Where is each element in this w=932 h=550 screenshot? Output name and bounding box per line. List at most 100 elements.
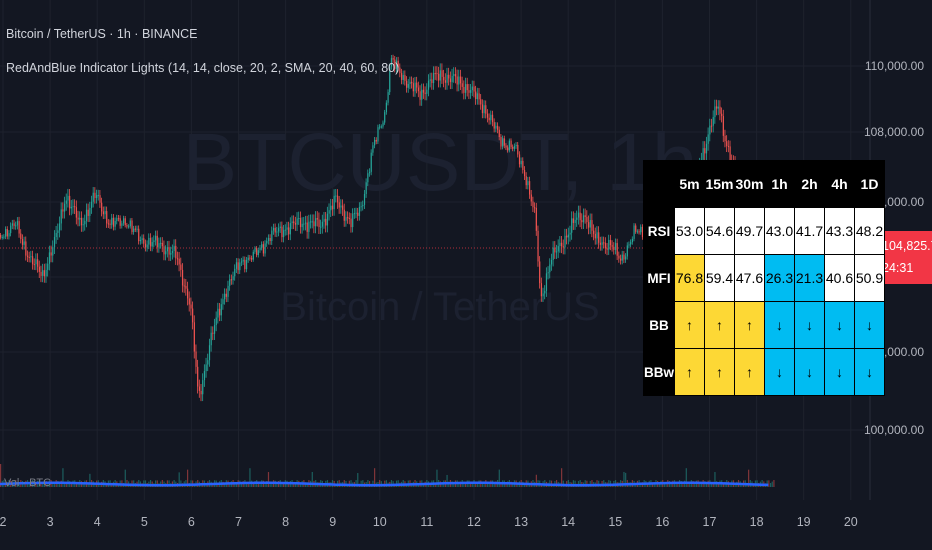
timeframe-header-30m: 30m xyxy=(734,160,765,208)
candle-body xyxy=(328,210,330,214)
candle-body xyxy=(1,236,3,238)
candle-body xyxy=(633,225,635,239)
time-label-day-12: 12 xyxy=(467,515,481,529)
candle-body xyxy=(468,90,470,93)
candle-body xyxy=(188,298,190,305)
candle-body xyxy=(586,216,588,223)
candle-body xyxy=(279,226,281,229)
timeframe-header-1D: 1D xyxy=(854,160,885,208)
candle-body xyxy=(203,371,206,381)
candle-body xyxy=(571,218,573,233)
volume-bar xyxy=(471,481,473,487)
candle-body xyxy=(85,209,88,221)
candle-body xyxy=(143,238,145,244)
volume-bar xyxy=(498,469,500,487)
candle-body xyxy=(721,113,723,117)
volume-bar xyxy=(245,481,248,487)
candle-body xyxy=(107,223,110,225)
candle-body xyxy=(187,288,189,299)
candle-body xyxy=(84,220,86,225)
candle-body xyxy=(463,86,465,93)
volume-bar xyxy=(264,483,266,487)
candle-body xyxy=(321,221,323,227)
candle-body xyxy=(97,195,99,197)
volume-bar xyxy=(458,483,460,487)
candle-body xyxy=(577,212,580,218)
volume-bar xyxy=(486,481,489,487)
candle-body xyxy=(486,113,489,118)
volume-label[interactable]: Vol · BTC xyxy=(4,477,52,489)
candle-body xyxy=(599,242,601,245)
candle-body xyxy=(368,171,371,174)
candle-body xyxy=(478,93,480,100)
candle-body xyxy=(384,112,386,123)
candle-body xyxy=(399,67,401,74)
candle-body xyxy=(96,195,98,199)
candle-body xyxy=(709,125,711,135)
volume-bar xyxy=(596,480,598,487)
candle-body xyxy=(614,243,617,250)
candle-body xyxy=(37,259,39,267)
candle-body xyxy=(411,81,413,84)
candle-body xyxy=(235,262,238,269)
price-label-110000: 110,000.00 xyxy=(864,59,924,73)
timeframe-header-4h: 4h xyxy=(824,160,855,208)
candle-body xyxy=(598,232,600,243)
time-label-day-3: 3 xyxy=(46,515,54,529)
candle-body xyxy=(641,226,644,238)
candle-body xyxy=(402,75,404,80)
candle-body xyxy=(165,251,167,255)
candle-body xyxy=(313,221,315,227)
candle-body xyxy=(192,308,194,323)
candle-body xyxy=(94,192,96,199)
candle-body xyxy=(320,226,322,228)
candle-body xyxy=(256,248,258,256)
candle-body xyxy=(92,192,94,202)
candle-body xyxy=(153,240,155,243)
volume-bar xyxy=(235,482,238,487)
time-label-day-2: 2 xyxy=(0,515,7,529)
candle-body xyxy=(272,227,275,231)
candle-body xyxy=(480,99,482,105)
candle-body xyxy=(636,231,639,233)
volume-bar xyxy=(771,481,773,487)
candle-body xyxy=(532,201,534,208)
volume-bar xyxy=(429,483,431,487)
candle-body xyxy=(485,105,487,114)
candle-body xyxy=(417,87,420,92)
candle-body xyxy=(424,92,426,94)
time-label-day-17: 17 xyxy=(702,515,717,529)
chart-title[interactable]: Bitcoin / TetherUS · 1h · BINANCE xyxy=(6,27,198,41)
candle-body xyxy=(139,239,142,242)
candle-body xyxy=(539,261,541,284)
volume-bar xyxy=(281,482,283,487)
candle-body xyxy=(217,308,219,318)
candle-body xyxy=(173,245,175,251)
volume-bar xyxy=(572,480,575,487)
indicator-legend[interactable]: RedAndBlue Indicator Lights (14, 14, clo… xyxy=(6,61,400,75)
candle-body xyxy=(505,145,507,148)
volume-bar xyxy=(52,482,54,487)
candle-body xyxy=(613,246,615,250)
candle-body xyxy=(429,79,431,81)
candle-body xyxy=(345,217,347,221)
candle-body xyxy=(566,235,568,238)
candle-body xyxy=(224,293,226,300)
candle-body xyxy=(244,259,246,270)
candle-body xyxy=(609,239,612,246)
candle-body xyxy=(222,299,224,305)
cell-mfi-5m: 76.8 xyxy=(674,254,705,302)
volume-series xyxy=(0,464,775,487)
candle-body xyxy=(453,74,455,76)
candle-body xyxy=(631,238,633,243)
cell-bb-1h: ↓ xyxy=(764,301,795,349)
candle-body xyxy=(448,74,450,79)
candle-body xyxy=(171,250,174,254)
candle-body xyxy=(593,230,595,234)
candle-body xyxy=(525,176,527,186)
candle-body xyxy=(608,239,610,250)
candle-body xyxy=(589,220,591,228)
candle-body xyxy=(549,264,551,273)
time-label-day-6: 6 xyxy=(187,515,195,529)
